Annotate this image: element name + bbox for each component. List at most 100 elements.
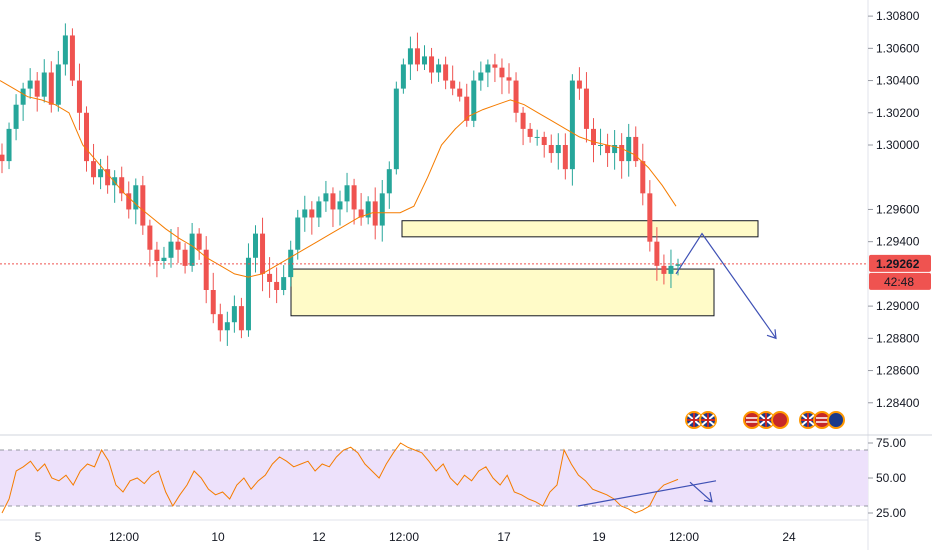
candle-body bbox=[210, 290, 216, 315]
time-tick-label: 12:00 bbox=[109, 530, 139, 544]
rsi-tick-labels: 75.00 50.00 25.00 bbox=[868, 436, 906, 520]
moving-average-line bbox=[0, 80, 677, 278]
countdown-badge-bg bbox=[869, 272, 931, 290]
us-flag-icon[interactable] bbox=[743, 411, 789, 429]
event-flag-icons[interactable] bbox=[685, 411, 845, 429]
candle-body bbox=[626, 136, 632, 162]
candle-body bbox=[569, 80, 575, 170]
candle-body bbox=[316, 201, 322, 218]
candle-body bbox=[34, 80, 40, 97]
candle-body bbox=[400, 64, 406, 89]
candle-body bbox=[619, 145, 625, 162]
uk-flag-icon[interactable] bbox=[685, 411, 717, 429]
price-tick-label: 1.30000 bbox=[876, 138, 920, 152]
candle-body bbox=[133, 185, 139, 210]
candle-body bbox=[245, 257, 251, 331]
candle-body bbox=[612, 145, 618, 154]
candle-body bbox=[302, 209, 308, 218]
candle-body bbox=[6, 128, 12, 162]
time-tick-label: 24 bbox=[782, 530, 796, 544]
candle-body bbox=[267, 273, 273, 282]
candle-body bbox=[330, 193, 336, 210]
time-tick-label: 5 bbox=[35, 530, 42, 544]
candle-body bbox=[591, 128, 596, 145]
candle-body bbox=[203, 249, 209, 290]
candle-body bbox=[27, 80, 33, 89]
candle-body bbox=[323, 193, 329, 202]
candle-body bbox=[55, 64, 61, 105]
candle-body bbox=[126, 193, 132, 210]
price-tick-label: 1.30800 bbox=[876, 9, 920, 23]
candle-body bbox=[41, 72, 47, 97]
candle-body bbox=[253, 233, 258, 258]
time-tick-label: 10 bbox=[211, 530, 225, 544]
candle-body bbox=[436, 64, 442, 73]
rsi-arrow bbox=[689, 481, 713, 503]
support-zone bbox=[290, 268, 715, 317]
candle-body bbox=[527, 128, 533, 137]
candle-body bbox=[98, 169, 104, 178]
projection-arrow bbox=[675, 232, 777, 340]
candle-body bbox=[231, 306, 237, 323]
candle-body bbox=[668, 265, 674, 274]
rsi-tick-label: 50.00 bbox=[876, 471, 906, 485]
candle-body bbox=[541, 136, 547, 145]
candle-body bbox=[464, 96, 470, 121]
candle-body bbox=[105, 169, 111, 186]
candle-body bbox=[189, 233, 195, 266]
candle-body bbox=[84, 112, 89, 162]
candle-body bbox=[140, 185, 146, 226]
current-price-badge: 1.29262 42:48 bbox=[869, 254, 931, 290]
candle-body bbox=[562, 145, 568, 170]
candle-body bbox=[548, 145, 554, 154]
candle-body bbox=[506, 77, 512, 81]
candle-body bbox=[154, 249, 160, 261]
uk-us-flag-icon[interactable] bbox=[799, 411, 845, 429]
candle-body bbox=[675, 264, 681, 266]
price-tick-label: 1.28600 bbox=[876, 364, 920, 378]
projection-arrowhead bbox=[766, 329, 777, 340]
candle-body bbox=[605, 145, 611, 154]
candles-layer bbox=[0, 23, 681, 346]
candle-body bbox=[534, 136, 540, 138]
candle-body bbox=[407, 48, 413, 65]
candle-body bbox=[386, 169, 392, 194]
candle-body bbox=[295, 217, 301, 250]
candle-body bbox=[196, 233, 202, 250]
candle-body bbox=[147, 225, 153, 250]
candle-body bbox=[633, 136, 639, 162]
candle-body bbox=[513, 80, 519, 113]
price-tick-label: 1.28400 bbox=[876, 396, 920, 410]
candle-body bbox=[76, 80, 82, 113]
rsi-line bbox=[1, 442, 679, 514]
candle-body bbox=[112, 177, 118, 186]
candle-body bbox=[640, 161, 646, 194]
candle-body bbox=[20, 88, 26, 105]
current-price-badge-bg bbox=[869, 254, 931, 272]
candle-body bbox=[238, 306, 244, 331]
time-tick-label: 12:00 bbox=[669, 530, 699, 544]
candle-body bbox=[168, 241, 174, 258]
candle-body bbox=[654, 241, 660, 266]
candle-body bbox=[576, 80, 582, 89]
candle-body bbox=[217, 314, 223, 331]
price-tick-label: 1.29000 bbox=[876, 299, 920, 313]
rsi-divergence bbox=[577, 480, 717, 507]
candle-body bbox=[309, 209, 315, 218]
candle-body bbox=[499, 67, 505, 78]
price-tick-label: 1.30400 bbox=[876, 74, 920, 88]
candle-body bbox=[175, 241, 181, 250]
candle-body bbox=[260, 233, 266, 274]
rsi-band bbox=[0, 450, 868, 506]
candle-body bbox=[478, 72, 484, 81]
candle-body bbox=[351, 185, 357, 210]
price-tick-label: 1.30600 bbox=[876, 41, 920, 55]
candle-body bbox=[379, 193, 385, 226]
price-tick-label: 1.29400 bbox=[876, 235, 920, 249]
rsi-tick-label: 25.00 bbox=[876, 506, 906, 520]
candle-body bbox=[485, 64, 491, 73]
candle-body bbox=[661, 265, 667, 274]
time-tick-label: 12 bbox=[312, 530, 326, 544]
